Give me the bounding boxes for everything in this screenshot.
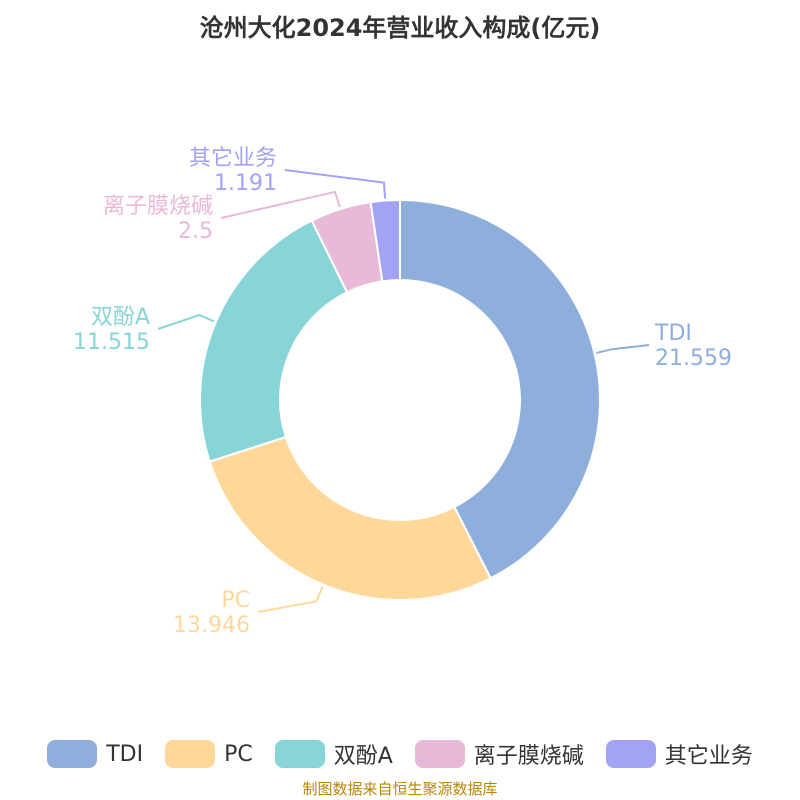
slice-value-3: 2.5 — [178, 219, 213, 244]
legend-label: 其它业务 — [664, 744, 753, 769]
legend: TDI PC 双酚A 离子膜烧碱 其它业务 — [0, 738, 800, 770]
slice-label-2: 双酚A — [91, 305, 150, 330]
slice-0[interactable] — [399, 198, 601, 580]
legend-label: 双酚A — [333, 744, 393, 769]
source-note: 制图数据来自恒生聚源数据库 — [302, 780, 498, 798]
slice-1[interactable] — [208, 435, 492, 601]
slice-4[interactable] — [369, 198, 401, 283]
legend-item-1[interactable]: PC — [165, 740, 253, 768]
slice-label-4: 其它业务 — [189, 146, 277, 171]
slice-value-1: 13.946 — [173, 613, 250, 638]
leader-line-4 — [284, 169, 387, 199]
slice-value-0: 21.559 — [655, 346, 732, 371]
slice-label-3: 离子膜烧碱 — [103, 194, 213, 219]
legend-swatch — [165, 740, 216, 768]
leader-line-3 — [220, 190, 341, 219]
slice-2[interactable] — [199, 219, 349, 463]
legend-label: PC — [224, 741, 253, 767]
slice-value-2: 11.515 — [73, 330, 150, 355]
legend-label: TDI — [106, 741, 144, 767]
legend-item-3[interactable]: 离子膜烧碱 — [414, 738, 584, 770]
chart-title: 沧州大化2024年营业收入构成(亿元) — [199, 14, 601, 42]
leader-line-2 — [157, 314, 215, 330]
legend-label: 离子膜烧碱 — [473, 744, 584, 769]
slice-value-4: 1.191 — [214, 171, 277, 196]
slice-label-0: TDI — [654, 321, 692, 346]
legend-item-2[interactable]: 双酚A — [274, 738, 393, 770]
legend-swatch — [414, 740, 465, 768]
legend-item-4[interactable]: 其它业务 — [605, 738, 753, 770]
legend-swatch — [274, 740, 325, 768]
legend-item-0[interactable]: TDI — [47, 740, 143, 768]
slice-label-1: PC — [221, 588, 250, 613]
leader-line-1 — [257, 586, 324, 613]
legend-swatch — [605, 740, 656, 768]
leader-line-0 — [596, 344, 650, 354]
legend-swatch — [47, 740, 98, 768]
